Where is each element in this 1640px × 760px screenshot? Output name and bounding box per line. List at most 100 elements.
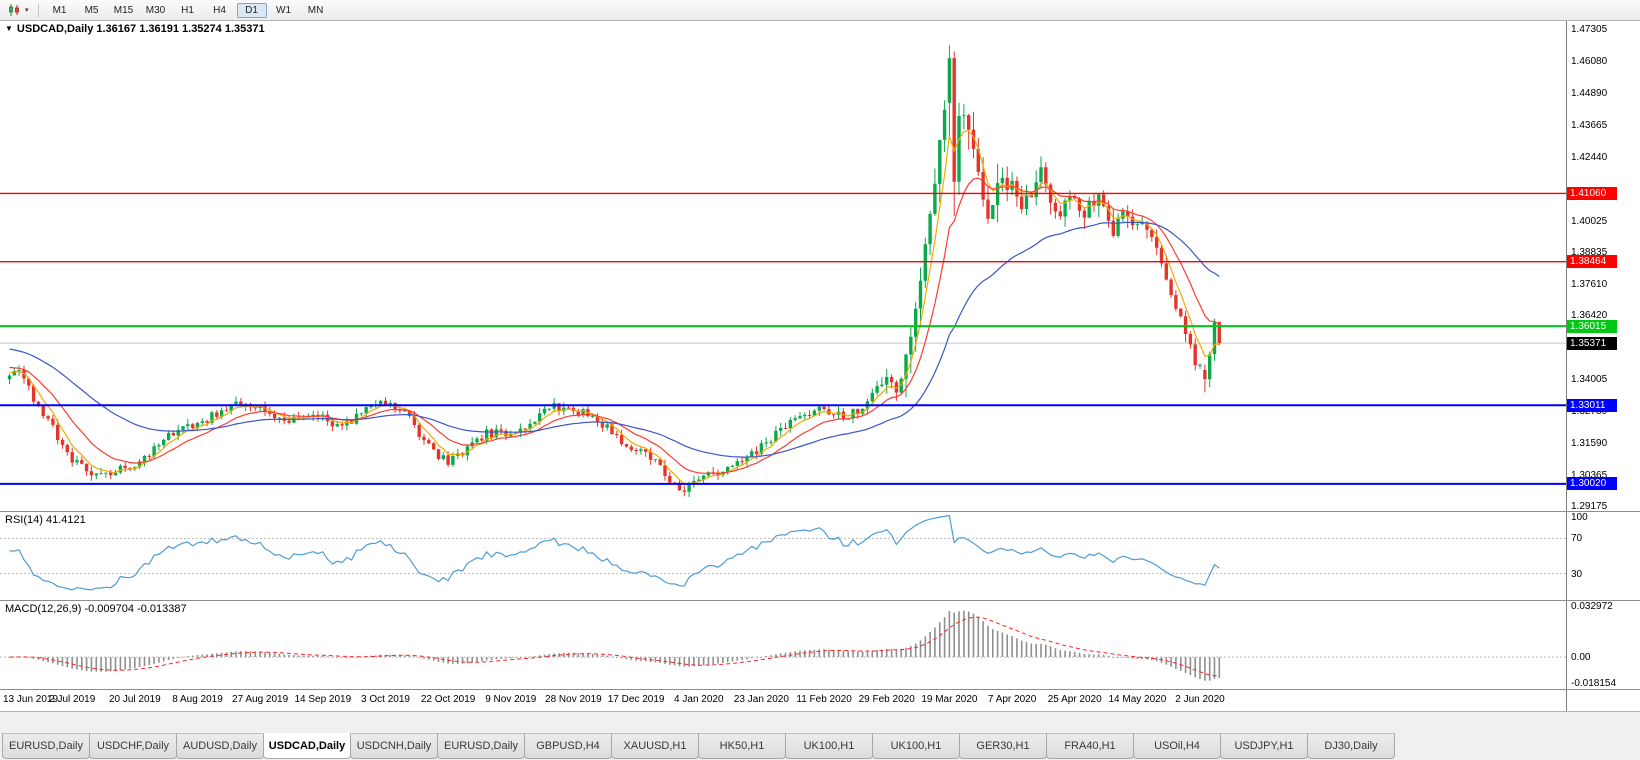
- chart-title-text: USDCAD,Daily 1.36167 1.36191 1.35274 1.3…: [16, 23, 265, 35]
- price-tick: 1.34005: [1571, 374, 1608, 386]
- price-tick: 1.31590: [1571, 437, 1608, 449]
- price-tick: 1.37610: [1571, 279, 1608, 291]
- date-axis-label: 19 Mar 2020: [921, 694, 978, 705]
- current-price-badge: 1.35371: [1567, 336, 1617, 350]
- price-tick: 1.43665: [1571, 119, 1608, 131]
- chart-tab-eurusd-daily[interactable]: EURUSD,Daily: [437, 733, 525, 759]
- price-tick: 1.36420: [1571, 310, 1608, 322]
- panel-separator: [0, 689, 1640, 690]
- time-scale[interactable]: 13 Jun 2019 2 Jul 2019 20 Jul 2019 8 Aug 20…: [0, 690, 1640, 711]
- chart-tab-uk100-h1[interactable]: UK100,H1: [785, 733, 873, 759]
- chart-tab-usdcad-daily[interactable]: USDCAD,Daily: [263, 733, 351, 759]
- price-chart-canvas[interactable]: [0, 21, 1566, 511]
- chart-tab-usdchf-daily[interactable]: USDCHF,Daily: [89, 733, 177, 759]
- price-level-badge[interactable]: 1.38464: [1567, 255, 1617, 269]
- date-axis-label: 4 Jan 2020: [674, 694, 724, 705]
- chart-tab-fra40-h1[interactable]: FRA40,H1: [1046, 733, 1134, 759]
- macd-chart-canvas[interactable]: [0, 601, 1566, 689]
- timeframe-button-h1[interactable]: H1: [181, 4, 194, 16]
- chart-tabs: EURUSD,Daily USDCHF,Daily AUDUSD,Daily USDC…: [2, 733, 1395, 759]
- price-tick: 1.47305: [1571, 24, 1608, 36]
- macd-scale[interactable]: 0.032972 0.00 -0.018154: [1566, 601, 1640, 689]
- chart-area: ▼ USDCAD,Daily 1.36167 1.36191 1.35274 1.…: [0, 21, 1640, 711]
- price-level-badge[interactable]: 1.33011: [1567, 398, 1617, 412]
- chart-tab-audusd-daily[interactable]: AUDUSD,Daily: [176, 733, 264, 759]
- date-axis-label: 25 Apr 2020: [1047, 694, 1102, 705]
- macd-tick: 0.032972: [1571, 601, 1613, 612]
- macd-label: MACD(12,26,9) -0.009704 -0.013387: [5, 603, 187, 615]
- date-axis-label: 2 Jul 2019: [49, 694, 96, 705]
- chart-tab-eurusd-daily[interactable]: EURUSD,Daily: [2, 733, 90, 759]
- date-axis-label: 11 Feb 2020: [796, 694, 852, 705]
- toolbar-separator: [37, 3, 39, 17]
- price-panel: ▼ USDCAD,Daily 1.36167 1.36191 1.35274 1.…: [0, 21, 1640, 511]
- price-level-badge[interactable]: 1.36015: [1567, 319, 1617, 333]
- price-level-badge[interactable]: 1.41060: [1567, 186, 1617, 200]
- chart-type-dropdown-icon[interactable]: ▾: [25, 7, 29, 14]
- date-axis-label: 23 Jan 2020: [733, 694, 789, 705]
- price-level-badge[interactable]: 1.30020: [1567, 477, 1617, 491]
- chart-tab-dj30-daily[interactable]: DJ30,Daily: [1307, 733, 1395, 759]
- macd-tick: 0.00: [1571, 652, 1591, 664]
- timeframe-button-h4[interactable]: H4: [213, 4, 226, 16]
- price-scale[interactable]: 1.47305 1.46080 1.44890 1.43665 1.42440 1.400…: [1566, 21, 1640, 511]
- macd-signal-line: [9, 616, 1220, 677]
- panel-separator[interactable]: [0, 511, 1640, 512]
- timeframe-button-m15[interactable]: M15: [113, 4, 134, 16]
- date-axis-label: 7 Apr 2020: [987, 694, 1037, 705]
- date-axis-label: 8 Aug 2019: [172, 694, 223, 705]
- macd-tick: -0.018154: [1571, 678, 1617, 689]
- date-axis-label: 27 Aug 2019: [232, 694, 289, 705]
- chart-tab-hk50-h1[interactable]: HK50,H1: [698, 733, 786, 759]
- chart-tab-ger30-h1[interactable]: GER30,H1: [959, 733, 1047, 759]
- chart-type-icon[interactable]: [4, 2, 24, 19]
- timeframe-button-m5[interactable]: M5: [84, 4, 99, 16]
- date-axis-label: 14 May 2020: [1108, 694, 1167, 705]
- chart-title-marker-icon: ▼: [5, 24, 13, 33]
- rsi-chart-canvas[interactable]: [0, 512, 1566, 600]
- rsi-line: [9, 514, 1220, 591]
- price-tick: 1.44890: [1571, 87, 1608, 99]
- date-axis-label: 2 Jun 2020: [1175, 694, 1225, 705]
- timeframe-buttons: M1 M5 M15 M30 H1 H4 D1 W1 MN: [44, 2, 332, 18]
- down-candle-bodies: [22, 58, 1221, 492]
- chart-tab-usoil-h4[interactable]: USOil,H4: [1133, 733, 1221, 759]
- date-axis-label: 13 Jun 2019: [3, 694, 59, 705]
- date-axis-label: 14 Sep 2019: [294, 694, 352, 705]
- date-axis-label: 20 Jul 2019: [108, 694, 161, 705]
- moving-average-13-line: [9, 177, 1220, 474]
- date-axis-label: 17 Dec 2019: [607, 694, 665, 705]
- price-tick: 1.40025: [1571, 215, 1608, 227]
- chart-tab-usdjpy-h1[interactable]: USDJPY,H1: [1220, 733, 1308, 759]
- price-tick: 1.38835: [1571, 246, 1608, 258]
- timeframe-button-mn[interactable]: MN: [307, 4, 324, 16]
- rsi-tick: 100: [1571, 512, 1588, 523]
- rsi-label: RSI(14) 41.4121: [5, 514, 86, 526]
- panel-separator[interactable]: [0, 600, 1640, 601]
- date-axis-label: 3 Oct 2019: [361, 694, 410, 705]
- date-axis-label: 28 Nov 2019: [545, 694, 602, 705]
- chart-tab-usdcnh-daily[interactable]: USDCNH,Daily: [350, 733, 438, 759]
- price-tick: 1.42440: [1571, 152, 1608, 164]
- price-tick: 1.32780: [1571, 406, 1608, 418]
- rsi-tick: 30: [1571, 568, 1583, 580]
- timeframe-button-w1[interactable]: W1: [276, 4, 292, 16]
- toolbar: ▾ M1 M5 M15 M30 H1 H4 D1 W1 MN: [0, 0, 1640, 21]
- chart-tab-gbpusd-h4[interactable]: GBPUSD,H4: [524, 733, 612, 759]
- price-tick: 1.30365: [1571, 469, 1608, 481]
- date-axis-label: 29 Feb 2020: [858, 694, 915, 705]
- moving-average-40-line: [9, 221, 1220, 458]
- rsi-scale[interactable]: 100 70 30: [1566, 512, 1640, 600]
- timeframe-button-m1[interactable]: M1: [52, 4, 67, 16]
- macd-histogram: [8, 610, 1221, 681]
- price-tick: 1.46080: [1571, 56, 1608, 68]
- timeframe-button-d1[interactable]: D1: [236, 2, 267, 18]
- timeframe-button-m30[interactable]: M30: [145, 4, 166, 16]
- chart-tab-xauusd-h1[interactable]: XAUUSD,H1: [611, 733, 699, 759]
- price-tick: 1.29175: [1571, 501, 1608, 511]
- chart-tab-uk100-h1[interactable]: UK100,H1: [872, 733, 960, 759]
- tab-bar-region: EURUSD,Daily USDCHF,Daily AUDUSD,Daily USDC…: [0, 711, 1640, 760]
- candlestick-chart-glyph: [9, 4, 19, 16]
- chart-title: ▼ USDCAD,Daily 1.36167 1.36191 1.35274 1.…: [5, 23, 265, 35]
